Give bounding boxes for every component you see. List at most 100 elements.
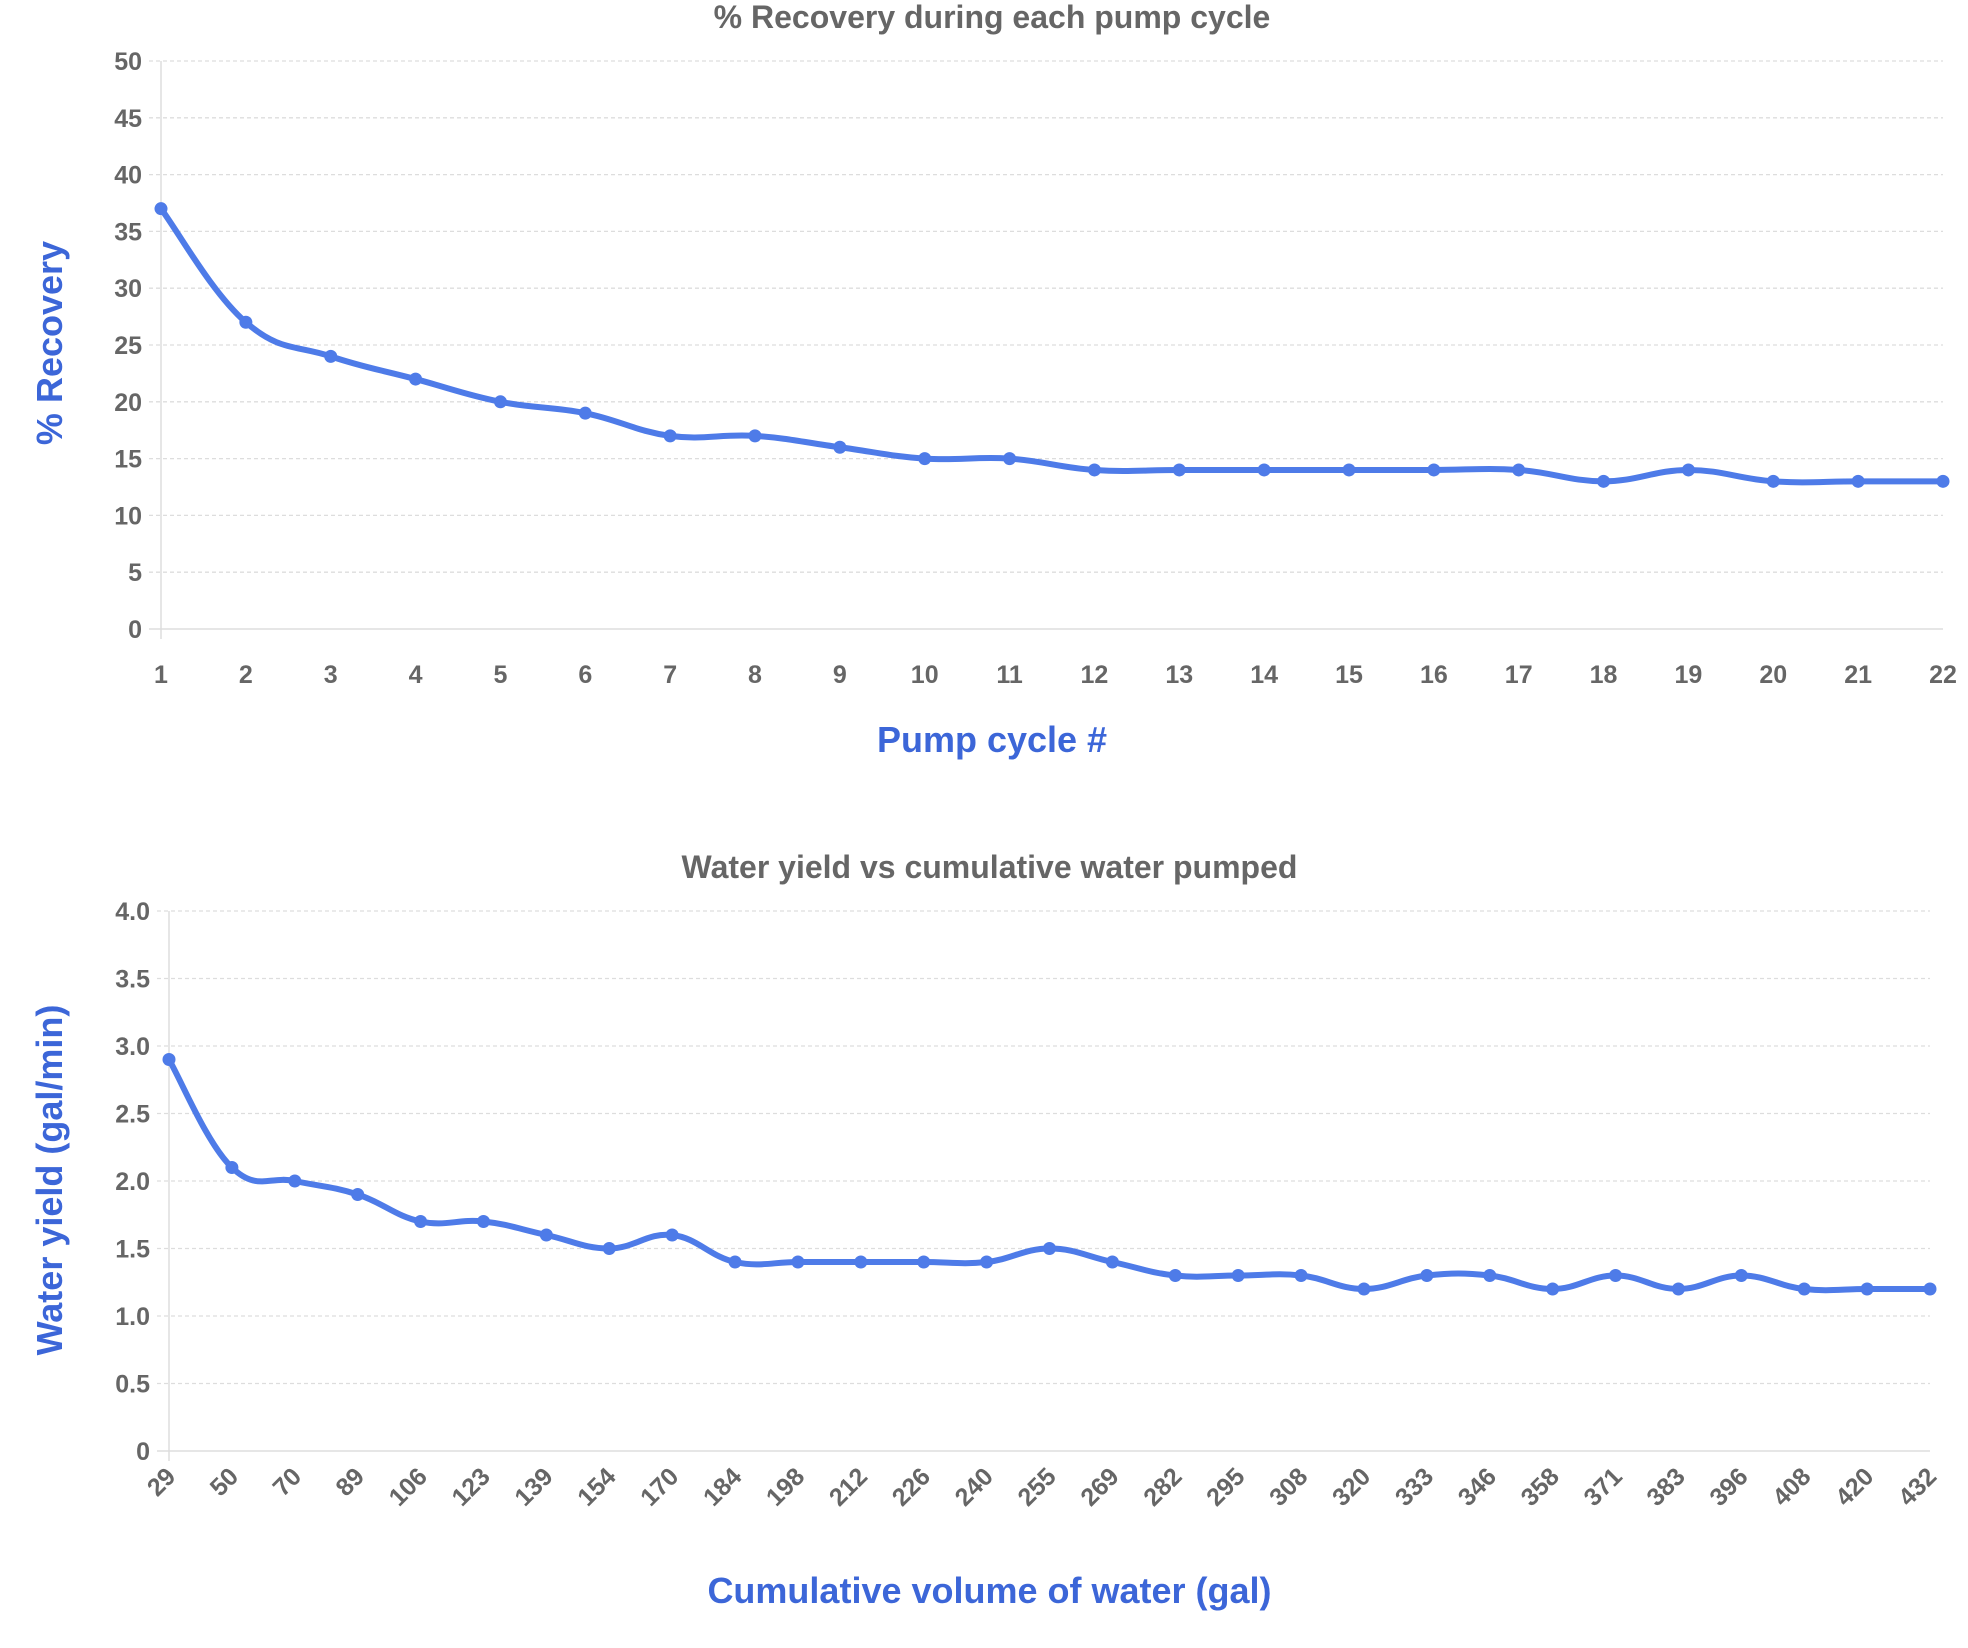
data-point <box>1168 1269 1182 1282</box>
data-point <box>162 1053 176 1066</box>
x-tick-label: 89 <box>330 1462 369 1501</box>
chart-1: % Recovery during each pump cycle 0 5 10 15 2… <box>29 0 1957 760</box>
data-point <box>288 1174 302 1188</box>
x-tick-label: 7 <box>663 661 677 689</box>
data-point <box>854 1255 868 1269</box>
x-tick-label: 333 <box>1390 1462 1439 1511</box>
data-point <box>1851 474 1865 488</box>
y-axis-title: Water yield (gal/min) <box>29 1005 70 1356</box>
y-tick-label: 0 <box>136 1438 150 1466</box>
data-point <box>414 1215 428 1228</box>
y-tick-label: 25 <box>114 332 142 360</box>
data-point <box>1043 1242 1056 1255</box>
x-tick-label: 198 <box>761 1462 810 1511</box>
x-tick-label: 50 <box>205 1462 244 1501</box>
data-point <box>918 452 932 466</box>
data-point <box>1420 1269 1434 1282</box>
x-tick-label: 22 <box>1929 661 1957 689</box>
data-point <box>1342 463 1356 477</box>
chart-title: Water yield vs cumulative water pumped <box>682 849 1298 885</box>
x-tick-label: 408 <box>1767 1462 1816 1511</box>
x-tick-label: 12 <box>1081 661 1109 689</box>
data-point <box>791 1255 805 1269</box>
x-tick-label: 13 <box>1165 661 1193 689</box>
x-tick-label: 154 <box>572 1462 621 1511</box>
data-point <box>1172 463 1186 477</box>
y-tick-label: 10 <box>114 502 142 530</box>
x-tick-label: 396 <box>1704 1462 1753 1511</box>
data-point <box>1512 463 1526 477</box>
x-tick-label: 4 <box>409 661 423 689</box>
data-point <box>1483 1269 1497 1282</box>
chart-title: % Recovery during each pump cycle <box>714 0 1271 35</box>
x-tick-label: 371 <box>1578 1462 1627 1511</box>
data-point <box>1003 452 1017 466</box>
x-tick-label: 240 <box>950 1462 999 1511</box>
data-point <box>1860 1282 1874 1296</box>
data-point <box>351 1188 365 1201</box>
data-point <box>239 315 253 329</box>
x-tick-label: 9 <box>833 661 847 689</box>
x-tick-label: 20 <box>1759 661 1787 689</box>
y-axis-title: % Recovery <box>29 241 70 445</box>
data-point <box>833 440 847 454</box>
y-tick-label: 2.0 <box>115 1168 150 1196</box>
x-tick-label: 15 <box>1335 661 1363 689</box>
data-point <box>1923 1282 1937 1296</box>
data-point <box>324 349 338 363</box>
y-tick-label: 0.5 <box>115 1371 150 1399</box>
data-point <box>1546 1282 1560 1296</box>
x-tick-label: 3 <box>324 661 338 689</box>
y-tick-label: 20 <box>114 389 142 417</box>
x-tick-label: 5 <box>493 661 507 689</box>
data-point <box>1681 463 1695 477</box>
x-tick-label: 320 <box>1327 1462 1376 1511</box>
y-tick-label: 0 <box>128 616 142 644</box>
y-tick-label: 45 <box>114 105 142 133</box>
x-tick-label: 11 <box>996 661 1023 689</box>
data-point <box>1766 474 1780 488</box>
data-point <box>602 1242 616 1255</box>
data-point <box>539 1228 553 1242</box>
x-axis-title: Pump cycle # <box>877 719 1107 760</box>
x-tick-label: 212 <box>824 1462 873 1511</box>
data-point <box>154 202 168 216</box>
data-point <box>665 1228 679 1242</box>
data-point <box>1294 1269 1308 1282</box>
chart-2: Water yield vs cumulative water pumped 0 0… <box>29 849 1942 1611</box>
data-point <box>1087 463 1101 477</box>
x-tick-label: 2 <box>239 661 253 689</box>
data-point <box>1734 1269 1748 1282</box>
data-point <box>1597 474 1611 488</box>
data-point <box>1357 1282 1371 1296</box>
data-point <box>493 395 507 409</box>
x-tick-label: 308 <box>1264 1462 1313 1511</box>
x-tick-label: 6 <box>578 661 592 689</box>
data-point <box>663 429 677 443</box>
data-point <box>1609 1269 1623 1282</box>
series-line <box>158 205 1946 486</box>
x-tick-label: 226 <box>887 1462 936 1511</box>
data-point <box>578 406 592 420</box>
x-tick-label: 282 <box>1138 1462 1187 1511</box>
x-tick-label: 29 <box>142 1462 181 1501</box>
x-tick-label: 139 <box>509 1462 558 1511</box>
y-tick-label: 3.5 <box>115 966 150 994</box>
x-tick-label: 21 <box>1844 661 1872 689</box>
y-tick-label: 5 <box>128 559 142 587</box>
y-tick-label: 1.5 <box>115 1236 150 1264</box>
data-point <box>476 1215 490 1228</box>
x-tick-label: 295 <box>1201 1462 1250 1511</box>
data-point <box>409 372 423 386</box>
data-point <box>748 429 762 443</box>
data-point <box>1257 463 1271 477</box>
x-tick-label: 170 <box>635 1462 684 1511</box>
y-tick-label: 2.5 <box>115 1101 150 1129</box>
data-point <box>225 1161 239 1174</box>
data-point <box>1671 1282 1685 1296</box>
data-point <box>980 1255 994 1269</box>
y-tick-label: 15 <box>114 446 142 474</box>
data-point <box>728 1255 742 1269</box>
x-tick-label: 358 <box>1516 1462 1565 1511</box>
